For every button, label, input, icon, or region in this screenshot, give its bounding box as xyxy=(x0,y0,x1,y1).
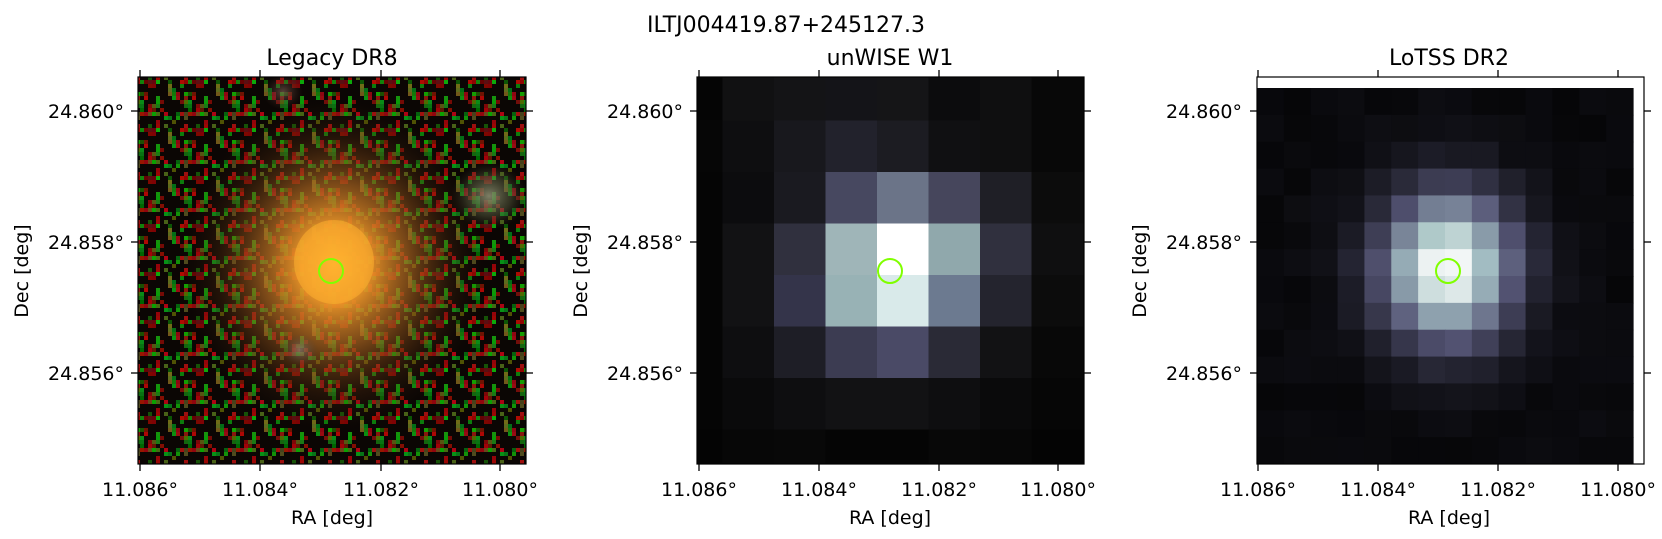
panel-legacy-dr8: Legacy DR8 11.086° 11.084° 11.082° 11.08… xyxy=(11,46,538,529)
xtick-label: 11.080° xyxy=(462,479,538,501)
xtick-label: 11.080° xyxy=(1020,479,1096,501)
xtick-label: 11.084° xyxy=(222,479,298,501)
ytick-label: 24.860° xyxy=(48,101,124,123)
axes-frame xyxy=(696,76,1085,465)
ytick-label: 24.858° xyxy=(48,232,124,254)
ytick-label: 24.858° xyxy=(1166,232,1242,254)
source-marker-circle xyxy=(318,258,344,284)
x-axis-label: RA [deg] xyxy=(291,507,373,529)
x-axis-label: RA [deg] xyxy=(1408,507,1490,529)
ytick-label: 24.856° xyxy=(1166,363,1242,385)
tick-marks xyxy=(131,70,1651,471)
xtick-label: 11.082° xyxy=(343,479,419,501)
panel-title: LoTSS DR2 xyxy=(1389,46,1509,71)
xtick-label: 11.080° xyxy=(1580,479,1656,501)
panel-title: unWISE W1 xyxy=(827,46,954,71)
xtick-label: 11.086° xyxy=(661,479,737,501)
lotss-image xyxy=(1257,77,1644,464)
xtick-label: 11.082° xyxy=(1460,479,1536,501)
y-axis-label: Dec [deg] xyxy=(570,224,592,317)
panel-lotss-dr2: LoTSS DR2 11.086° 11.084° 11.082° 11.080… xyxy=(1129,46,1656,529)
source-marker-circle xyxy=(1435,258,1461,284)
xtick-label: 11.086° xyxy=(102,479,178,501)
ytick-label: 24.856° xyxy=(607,363,683,385)
xtick-label: 11.084° xyxy=(781,479,857,501)
xtick-label: 11.086° xyxy=(1220,479,1296,501)
ytick-label: 24.860° xyxy=(607,101,683,123)
panel-unwise-w1: unWISE W1 11.086° 11.084° 11.082° 11.080… xyxy=(570,46,1096,529)
x-axis-label: RA [deg] xyxy=(849,507,931,529)
figure-title: ILTJ004419.87+245127.3 xyxy=(647,13,925,38)
panel-title: Legacy DR8 xyxy=(266,46,397,71)
ytick-label: 24.858° xyxy=(607,232,683,254)
source-marker-circle xyxy=(877,258,903,284)
y-axis-label: Dec [deg] xyxy=(1129,224,1151,317)
optical-image xyxy=(138,77,526,464)
ytick-label: 24.856° xyxy=(48,363,124,385)
axes-frame xyxy=(137,76,527,465)
y-axis-label: Dec [deg] xyxy=(11,224,33,317)
axes-frame xyxy=(1256,76,1645,465)
xtick-label: 11.084° xyxy=(1340,479,1416,501)
unwise-image xyxy=(697,77,1084,464)
xtick-label: 11.082° xyxy=(901,479,977,501)
ytick-label: 24.860° xyxy=(1166,101,1242,123)
